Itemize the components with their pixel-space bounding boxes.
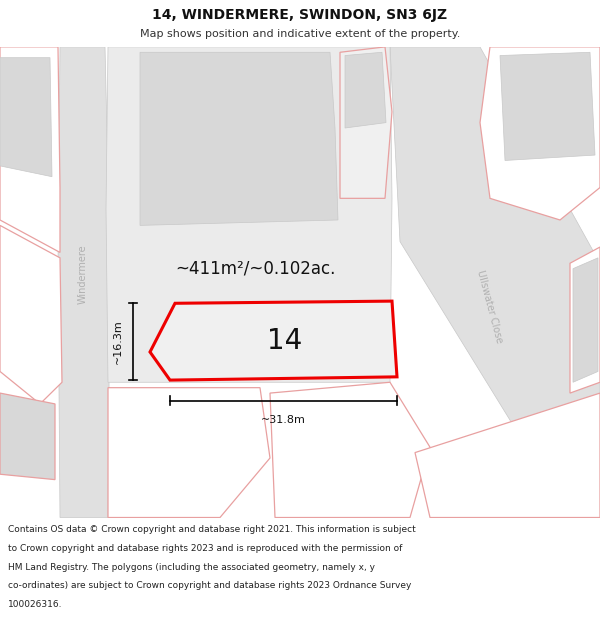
Text: to Crown copyright and database rights 2023 and is reproduced with the permissio: to Crown copyright and database rights 2… [8,544,402,553]
Polygon shape [480,47,600,220]
Text: Ullswater Close: Ullswater Close [475,269,505,344]
Polygon shape [140,52,338,226]
Text: Contains OS data © Crown copyright and database right 2021. This information is : Contains OS data © Crown copyright and d… [8,525,416,534]
Polygon shape [0,393,55,479]
Text: ~16.3m: ~16.3m [113,319,123,364]
Text: Windermere: Windermere [78,244,88,304]
Text: 14: 14 [268,327,302,355]
Polygon shape [0,58,52,177]
Text: 100026316.: 100026316. [8,600,62,609]
Polygon shape [500,52,595,161]
Polygon shape [415,393,600,518]
Text: ~411m²/~0.102ac.: ~411m²/~0.102ac. [175,259,335,278]
Text: co-ordinates) are subject to Crown copyright and database rights 2023 Ordnance S: co-ordinates) are subject to Crown copyr… [8,581,411,591]
Text: Map shows position and indicative extent of the property.: Map shows position and indicative extent… [140,29,460,39]
Polygon shape [340,47,392,198]
Polygon shape [150,301,397,380]
Text: HM Land Registry. The polygons (including the associated geometry, namely x, y: HM Land Registry. The polygons (includin… [8,562,375,572]
Text: ~31.8m: ~31.8m [261,415,306,425]
Polygon shape [106,47,392,382]
Polygon shape [390,47,600,518]
Text: 14, WINDERMERE, SWINDON, SN3 6JZ: 14, WINDERMERE, SWINDON, SN3 6JZ [152,8,448,22]
Polygon shape [0,226,62,404]
Polygon shape [108,388,270,518]
Polygon shape [573,258,598,382]
Polygon shape [270,382,430,518]
Polygon shape [345,52,386,128]
Polygon shape [570,247,600,393]
Polygon shape [0,47,60,252]
Polygon shape [58,47,110,518]
